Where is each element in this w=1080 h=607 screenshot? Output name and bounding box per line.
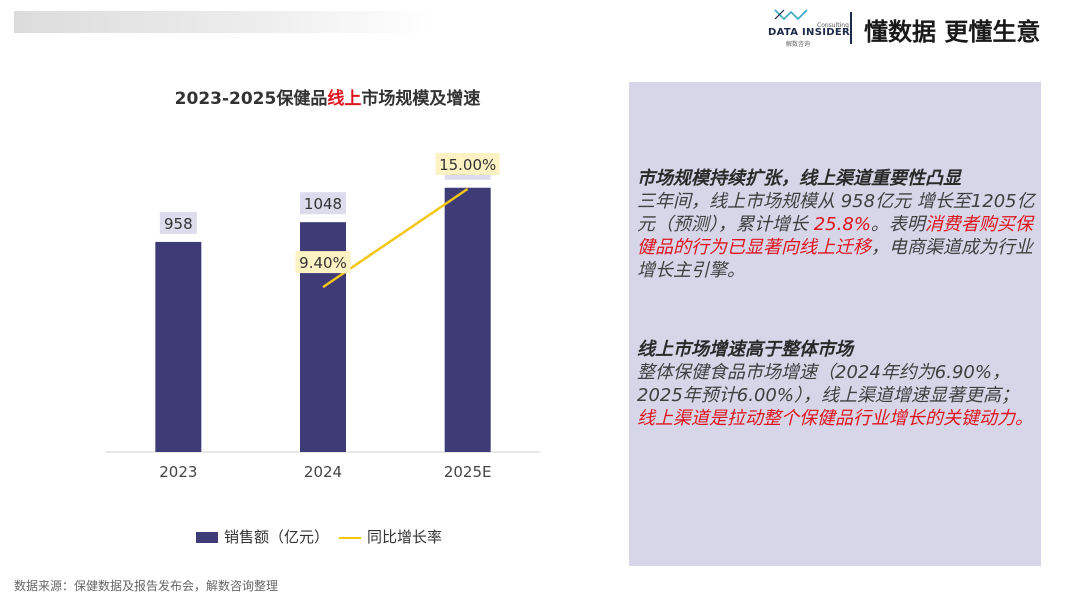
insight-2-text-a: 整体保健食品市场增速（2024年约为6.90%，2025年预计6.00%），线上… <box>637 362 1019 406</box>
bar-label-box-2023 <box>159 211 197 234</box>
insight-1-heading: 市场规模持续扩张，线上渠道重要性凸显 <box>637 168 961 189</box>
brand-slogan: 懂数据 更懂生意 <box>864 18 1041 46</box>
brand-logo-icon <box>774 9 808 21</box>
bar-value-label-2024: 1048 <box>304 195 342 213</box>
bar-2025E <box>444 187 491 452</box>
insight-1-red-a: 25.8% <box>813 214 871 235</box>
insight-1-text-b: 。表明 <box>870 214 925 235</box>
insight-paragraph-2: 线上市场增速高于整体市场 整体保健食品市场增速（2024年约为6.90%，2025… <box>637 338 1037 430</box>
brand-header: Consulting DATA INSIDER 解数咨询 懂数据 更懂生意 <box>768 8 1068 48</box>
insight-paragraph-1: 市场规模持续扩张，线上渠道重要性凸显 三年间，线上市场规模从 958亿元 增长至1… <box>637 167 1037 282</box>
growth-label-box-2025E <box>435 152 500 175</box>
legend-swatch-bar <box>196 532 218 543</box>
brand-consulting-text: Consulting <box>817 22 849 29</box>
insight-2-red-a: 线上渠道是拉动整个保健品行业增长的关键动力。 <box>637 408 1033 429</box>
brand-subtitle: 解数咨询 <box>786 41 811 48</box>
chart-title-highlight: 线上 <box>327 89 362 109</box>
growth-label-box-2024 <box>295 251 351 274</box>
x-tick-label-2023: 2023 <box>159 463 197 481</box>
bar-2023 <box>155 241 202 452</box>
brand-divider <box>850 12 852 44</box>
legend-label-bar: 销售额（亿元） <box>224 528 330 546</box>
growth-value-label-2024: 9.40% <box>299 254 347 272</box>
insight-1-text-c: ，电商渠道成为行业增长主引擎。 <box>637 237 1033 281</box>
insight-1-text-a: 三年间，线上市场规模从 958亿元 增长至1205亿元（预测），累计增长 <box>637 191 1035 235</box>
legend-item-line: 同比增长率 <box>339 526 442 547</box>
x-tick-label-2025E: 2025E <box>444 463 492 481</box>
legend-swatch-line <box>339 536 361 539</box>
x-tick-label-2024: 2024 <box>304 463 342 481</box>
legend-label-line: 同比增长率 <box>367 528 443 546</box>
bar-label-box-2024 <box>300 192 346 215</box>
growth-value-label-2025E: 15.00% <box>439 156 496 174</box>
chart-title-part2: 市场规模及增速 <box>361 89 481 109</box>
insight-2-heading: 线上市场增速高于整体市场 <box>637 339 853 360</box>
legend-item-bar: 销售额（亿元） <box>196 526 329 547</box>
brand-name: DATA INSIDER <box>768 27 850 38</box>
insight-panel: 市场规模持续扩张，线上渠道重要性凸显 三年间，线上市场规模从 958亿元 增长至1… <box>629 82 1041 566</box>
header-gradient-band <box>14 11 434 33</box>
insight-1-red-b: 消费者购买保健品的行为已显著向线上迁移 <box>637 214 1033 258</box>
bar-value-label-2023: 958 <box>164 215 193 233</box>
chart-plot: 95820231048202412052025E9.40%15.00% <box>106 152 540 481</box>
data-source-note: 数据来源：保健数据及报告发布会，解数咨询整理 <box>14 579 279 593</box>
chart-title: 2023-2025保健品线上市场规模及增速 <box>95 84 560 109</box>
chart-title-part1: 2023-2025保健品 <box>174 89 328 109</box>
